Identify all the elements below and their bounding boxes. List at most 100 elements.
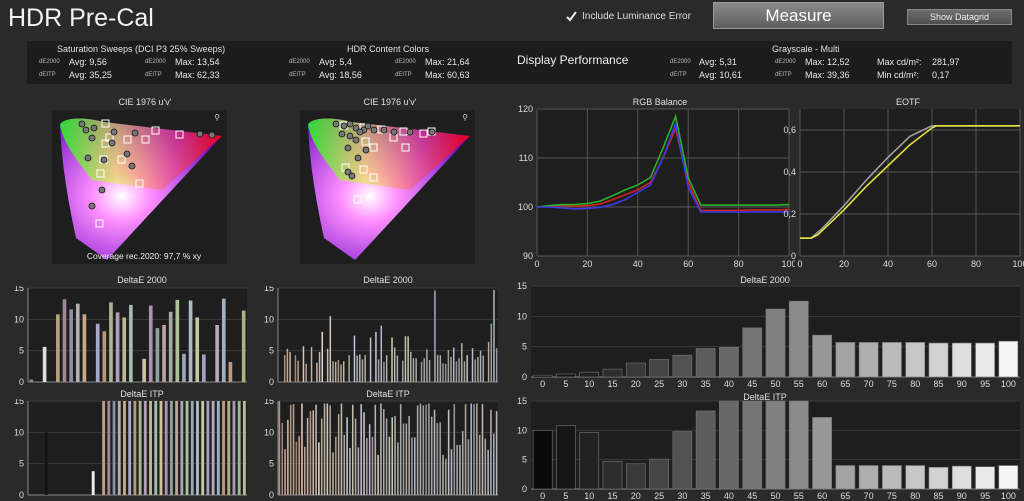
bar bbox=[742, 327, 763, 378]
eotf-chart: 0 0,2 0,4 0,6 0 20 40 60 80 100 bbox=[783, 109, 1024, 269]
bar bbox=[138, 401, 142, 495]
deitp-label: dEITP bbox=[39, 72, 56, 78]
bar bbox=[221, 298, 226, 382]
deitp-middle-title: DeltaE ITP bbox=[366, 389, 410, 399]
bar bbox=[478, 434, 481, 495]
bar bbox=[232, 401, 236, 495]
bar bbox=[318, 351, 321, 382]
bar bbox=[360, 404, 362, 495]
x-tick-label: 5 bbox=[563, 379, 568, 389]
bar bbox=[399, 404, 402, 495]
bar bbox=[318, 442, 320, 495]
bar bbox=[366, 437, 368, 495]
svg-text:⚲: ⚲ bbox=[462, 113, 468, 122]
deitp-label: dEITP bbox=[145, 72, 162, 78]
y-tick-label: 0 bbox=[522, 484, 527, 494]
y-tick-label: 0,4 bbox=[783, 167, 796, 177]
bar bbox=[425, 404, 427, 495]
x-tick-label: 0 bbox=[540, 491, 545, 501]
de2000-label: dE2000 bbox=[395, 59, 416, 65]
bar bbox=[335, 436, 337, 495]
saturation-max-deitp: Max: 62,33 bbox=[175, 70, 220, 80]
bar bbox=[882, 465, 902, 490]
hdr-max-de2000: Max: 21,64 bbox=[425, 57, 470, 67]
checkmark-icon[interactable] bbox=[566, 11, 577, 22]
bar bbox=[332, 452, 334, 495]
bar bbox=[466, 355, 468, 382]
x-tick-label: 45 bbox=[747, 491, 757, 501]
include-luminance-label: Include Luminance Error bbox=[582, 11, 691, 22]
deitp-grayscale-title: DeltaE ITP bbox=[743, 392, 787, 402]
bar bbox=[241, 310, 246, 382]
bar bbox=[148, 305, 153, 382]
bar bbox=[447, 409, 450, 495]
bar bbox=[380, 403, 382, 495]
bar bbox=[442, 454, 444, 495]
bar bbox=[142, 358, 146, 382]
deitp-label: dEITP bbox=[395, 72, 412, 78]
x-tick-label: 40 bbox=[633, 259, 643, 269]
bar bbox=[402, 360, 404, 382]
hdr-content-colors-title: HDR Content Colors bbox=[347, 44, 430, 54]
bar bbox=[154, 401, 158, 495]
bar bbox=[408, 416, 410, 495]
bar bbox=[470, 403, 472, 495]
x-tick-label: 45 bbox=[747, 379, 757, 389]
x-tick-label: 60 bbox=[683, 259, 693, 269]
bar bbox=[388, 436, 391, 495]
bar bbox=[29, 379, 34, 382]
bar bbox=[439, 355, 442, 382]
bar bbox=[115, 312, 120, 382]
bar bbox=[490, 323, 493, 382]
x-tick-label: 100 bbox=[1012, 259, 1024, 269]
deitp-left-title: DeltaE ITP bbox=[120, 389, 164, 399]
x-tick-label: 10 bbox=[584, 379, 594, 389]
bar bbox=[346, 417, 348, 495]
x-tick-label: 65 bbox=[840, 491, 850, 501]
de2000-label: dE2000 bbox=[670, 59, 691, 65]
bar bbox=[123, 401, 126, 495]
y-tick-label: 0 bbox=[791, 251, 796, 261]
y-tick-label: 10 bbox=[264, 427, 274, 437]
bar bbox=[56, 314, 60, 382]
bar bbox=[835, 342, 856, 378]
bar bbox=[348, 355, 350, 382]
bar bbox=[323, 403, 326, 495]
bar bbox=[329, 316, 332, 382]
de2000-grayscale-title: DeltaE 2000 bbox=[740, 275, 790, 285]
y-tick-label: 15 bbox=[517, 397, 527, 406]
y-tick-label: 10 bbox=[517, 311, 527, 321]
bar bbox=[459, 444, 461, 495]
include-luminance-checkbox[interactable]: Include Luminance Error bbox=[566, 11, 691, 22]
show-datagrid-button[interactable]: Show Datagrid bbox=[907, 9, 1012, 25]
bar bbox=[433, 409, 436, 495]
x-tick-label: 80 bbox=[734, 259, 744, 269]
stats-bar: Saturation Sweeps (DCI P3 25% Sweeps) dE… bbox=[27, 41, 1012, 84]
bar bbox=[301, 403, 303, 495]
bar bbox=[343, 434, 346, 495]
deltae2000-saturation-chart: 0 5 10 15 bbox=[14, 286, 247, 387]
grayscale-max-de2000: Max: 12,52 bbox=[805, 57, 850, 67]
x-tick-label: 0 bbox=[534, 259, 539, 269]
bar bbox=[695, 348, 716, 378]
bar bbox=[482, 355, 484, 382]
measure-button[interactable]: Measure bbox=[713, 2, 884, 29]
y-tick-label: 0 bbox=[269, 377, 274, 387]
bar bbox=[471, 348, 474, 382]
bar bbox=[107, 401, 111, 495]
bar bbox=[420, 361, 423, 382]
saturation-avg-deitp: Avg: 35,25 bbox=[69, 70, 112, 80]
bar bbox=[428, 360, 431, 382]
y-tick-label: 0 bbox=[269, 490, 274, 500]
bar bbox=[975, 342, 995, 378]
bar bbox=[428, 403, 430, 495]
bar bbox=[407, 336, 409, 382]
bar bbox=[467, 439, 470, 495]
bar bbox=[742, 400, 763, 490]
x-tick-label: 0 bbox=[540, 379, 545, 389]
bar bbox=[294, 355, 297, 382]
bar bbox=[385, 355, 388, 382]
bar bbox=[95, 323, 100, 382]
bar bbox=[423, 358, 425, 382]
bar bbox=[456, 444, 458, 495]
